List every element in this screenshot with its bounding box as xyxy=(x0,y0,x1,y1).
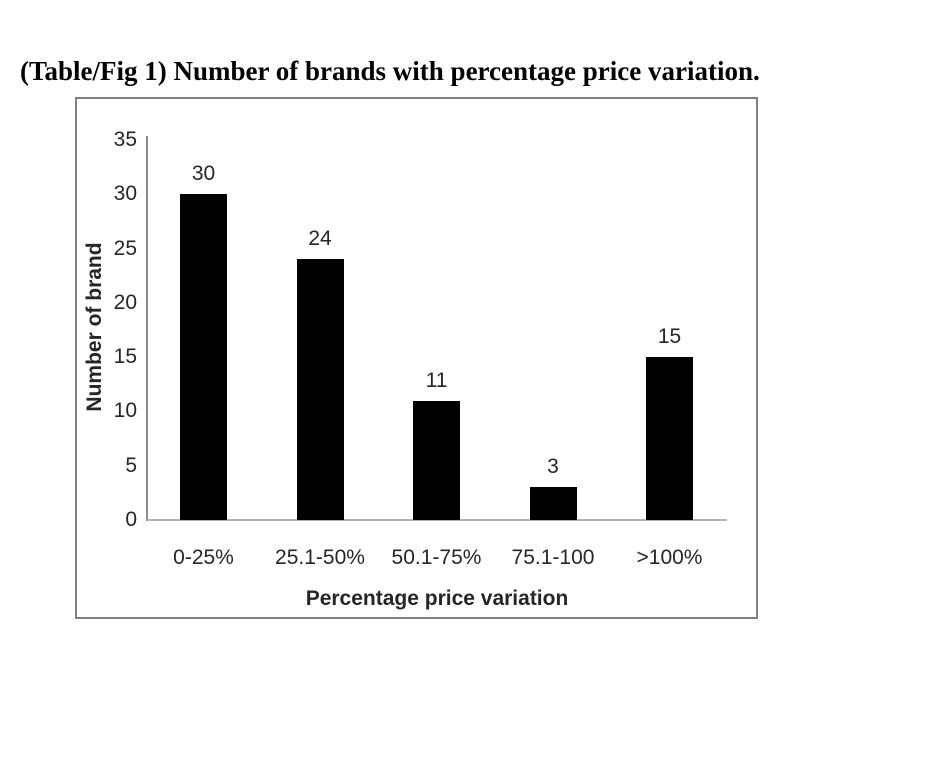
bar-value-label: 24 xyxy=(308,227,332,251)
bar xyxy=(646,357,693,520)
bar xyxy=(296,259,344,520)
x-category-label: 75.1-100 xyxy=(511,546,595,569)
x-axis-line xyxy=(147,519,727,521)
x-category-label: >100% xyxy=(636,546,703,569)
figure-caption: (Table/Fig 1) Number of brands with perc… xyxy=(20,56,760,86)
y-tick-label: 10 xyxy=(113,399,137,423)
x-category-label: 0-25% xyxy=(173,546,234,569)
x-category-label: 25.1-50% xyxy=(275,546,365,569)
y-tick-label: 25 xyxy=(113,236,137,260)
bar-value-label: 11 xyxy=(425,368,448,392)
y-axis-title: Number of brand xyxy=(83,242,106,412)
y-tick-label: 5 xyxy=(125,453,137,477)
y-tick-label: 15 xyxy=(113,345,137,369)
bar xyxy=(413,400,460,520)
bar xyxy=(180,194,227,520)
y-tick-label: 35 xyxy=(113,128,137,151)
x-category-label: 50.1-75% xyxy=(391,546,482,569)
chart-frame: Number of brand 0 5 10 15 20 25 30 35 30 0-25% 24 2… xyxy=(75,97,758,619)
bar-value-label: 3 xyxy=(547,455,559,479)
bar-value-label: 15 xyxy=(657,325,682,349)
y-axis-line xyxy=(146,136,148,521)
x-axis-title: Percentage price variation xyxy=(305,587,569,610)
bar xyxy=(529,487,577,520)
y-tick-label: 30 xyxy=(113,182,137,206)
bar-value-label: 30 xyxy=(191,162,216,186)
y-tick-label: 0 xyxy=(125,508,137,531)
y-tick-label: 20 xyxy=(113,290,137,314)
